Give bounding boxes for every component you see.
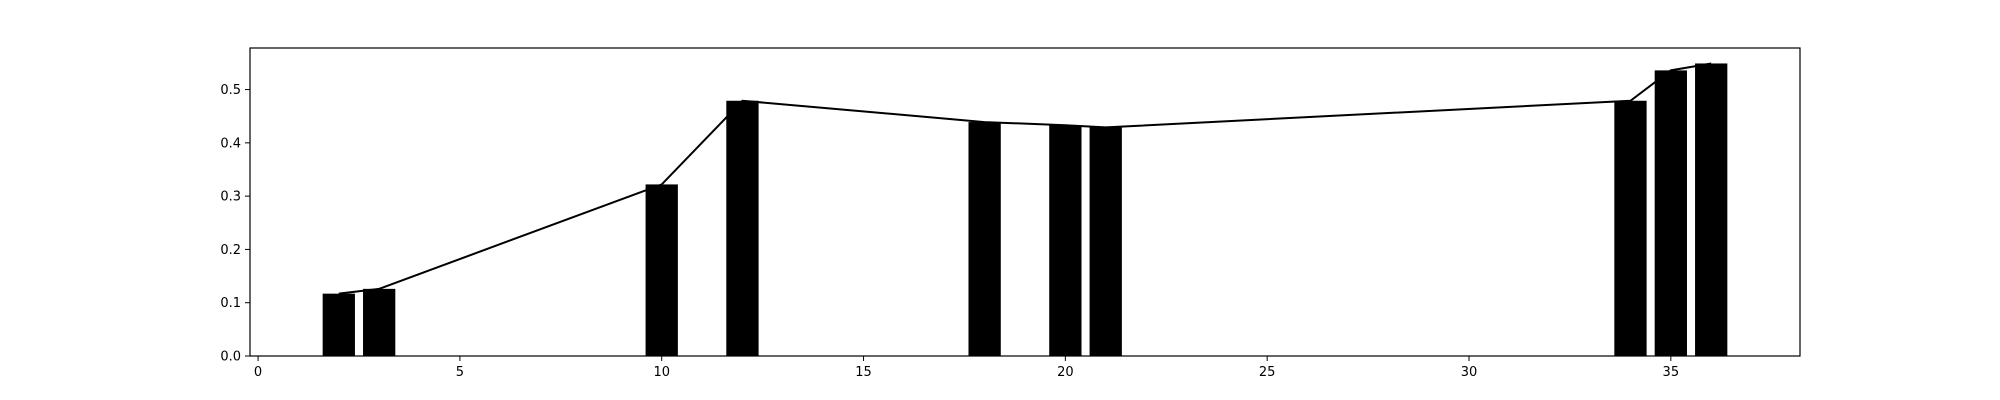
bar-2 <box>645 184 678 356</box>
bar-1 <box>363 288 396 356</box>
bar-4 <box>968 122 1001 356</box>
bar-5 <box>1049 125 1082 356</box>
bar-3 <box>726 100 759 356</box>
y-tick-label-2: 0.2 <box>220 243 241 258</box>
x-tick-label-0: 0 <box>254 365 262 380</box>
bar-9 <box>1695 63 1728 357</box>
bar-0 <box>322 293 355 356</box>
y-tick-label-3: 0.3 <box>220 190 241 205</box>
x-tick-label-3: 15 <box>855 365 872 380</box>
bar-8 <box>1654 70 1687 357</box>
bar-7 <box>1614 100 1647 356</box>
y-tick-label-0: 0.0 <box>220 350 241 365</box>
trend-line-group <box>338 62 1712 295</box>
x-tick-label-1: 5 <box>456 365 464 380</box>
bar-6 <box>1089 127 1122 357</box>
x-tick-label-5: 25 <box>1259 365 1276 380</box>
series-line <box>338 62 1712 295</box>
y-tick-label-1: 0.1 <box>220 296 241 311</box>
axes-group: 0 5 10 15 20 25 30 35 0.0 0.1 0.2 0.3 0.4 0.5 <box>220 47 1801 380</box>
y-tick-label-5: 0.5 <box>220 83 241 98</box>
x-tick-label-6: 30 <box>1461 365 1478 380</box>
y-tick-label-4: 0.4 <box>220 136 241 151</box>
x-tick-label-2: 10 <box>653 365 670 380</box>
bars-group <box>322 63 1728 357</box>
plot-frame <box>249 47 1801 357</box>
x-tick-label-4: 20 <box>1057 365 1074 380</box>
x-tick-label-7: 35 <box>1663 365 1680 380</box>
